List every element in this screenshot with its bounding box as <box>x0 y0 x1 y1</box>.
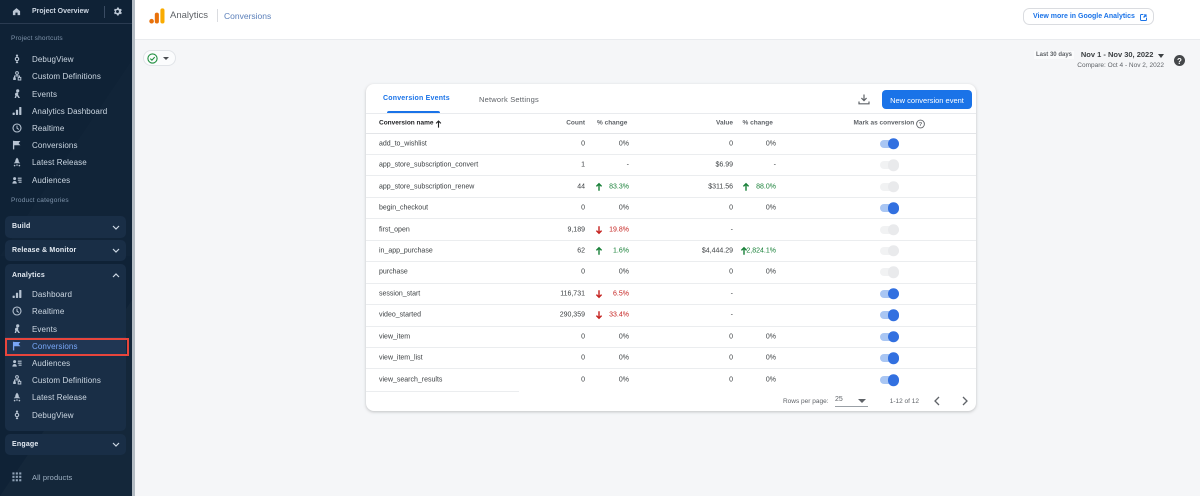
svg-text:?: ? <box>918 122 922 128</box>
